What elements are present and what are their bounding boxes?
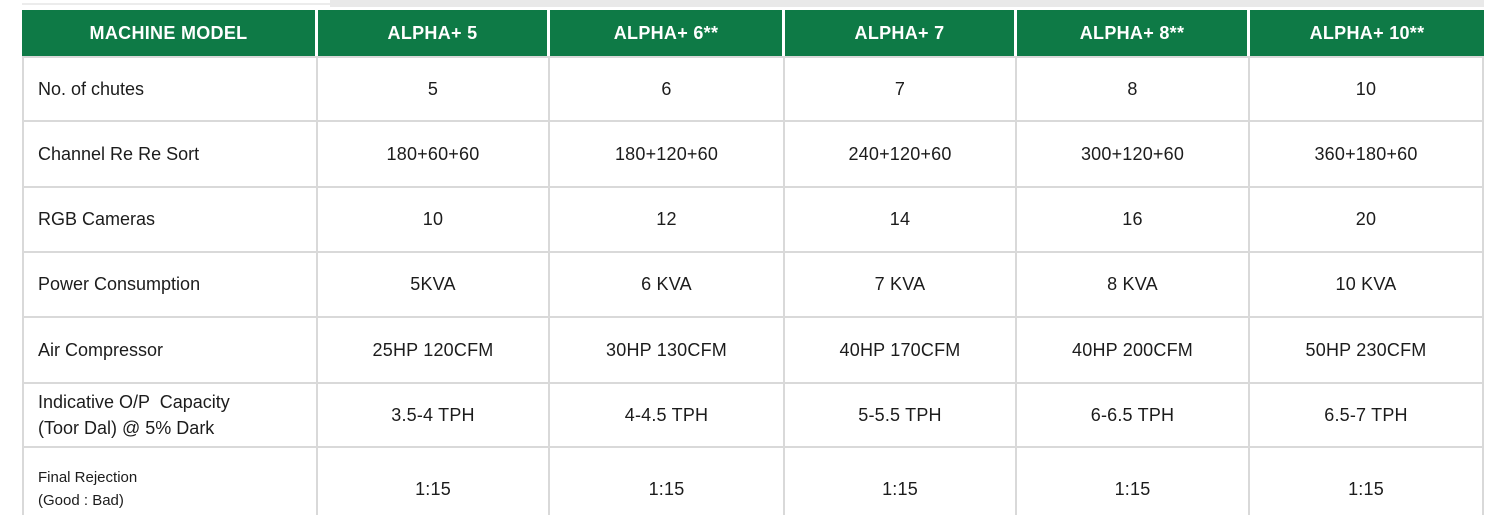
cell-power-alpha-10: 10 KVA [1250, 253, 1484, 318]
cell-cameras-alpha-6: 12 [550, 188, 785, 253]
header-cell-alpha-6: ALPHA+ 6** [550, 10, 785, 56]
cell-rejection-alpha-6: 1:15 [550, 448, 785, 515]
cell-cameras-alpha-7: 14 [785, 188, 1017, 253]
cell-chutes-alpha-6: 6 [550, 56, 785, 122]
header-cell-alpha-7: ALPHA+ 7 [785, 10, 1017, 56]
cell-power-alpha-7: 7 KVA [785, 253, 1017, 318]
machine-spec-table: MACHINE MODEL ALPHA+ 5 ALPHA+ 6** ALPHA+… [22, 10, 1484, 515]
header-cell-alpha-8: ALPHA+ 8** [1017, 10, 1250, 56]
cell-capacity-alpha-5: 3.5-4 TPH [318, 384, 550, 448]
cell-chutes-alpha-5: 5 [318, 56, 550, 122]
row-label-rgb-cameras: RGB Cameras [22, 188, 318, 253]
top-cutoff-strip [330, 0, 1484, 7]
cell-compressor-alpha-7: 40HP 170CFM [785, 318, 1017, 384]
cell-compressor-alpha-8: 40HP 200CFM [1017, 318, 1250, 384]
cell-chutes-alpha-7: 7 [785, 56, 1017, 122]
cell-channel-alpha-10: 360+180+60 [1250, 122, 1484, 188]
cell-rejection-alpha-8: 1:15 [1017, 448, 1250, 515]
cell-power-alpha-8: 8 KVA [1017, 253, 1250, 318]
cell-cameras-alpha-10: 20 [1250, 188, 1484, 253]
cell-compressor-alpha-10: 50HP 230CFM [1250, 318, 1484, 384]
cell-power-alpha-6: 6 KVA [550, 253, 785, 318]
cell-capacity-alpha-7: 5-5.5 TPH [785, 384, 1017, 448]
row-label-channel-sort: Channel Re Re Sort [22, 122, 318, 188]
header-cell-machine-model: MACHINE MODEL [22, 10, 318, 56]
cell-capacity-alpha-6: 4-4.5 TPH [550, 384, 785, 448]
cell-rejection-alpha-10: 1:15 [1250, 448, 1484, 515]
cell-compressor-alpha-5: 25HP 120CFM [318, 318, 550, 384]
cell-chutes-alpha-10: 10 [1250, 56, 1484, 122]
row-label-air-compressor: Air Compressor [22, 318, 318, 384]
cell-rejection-alpha-5: 1:15 [318, 448, 550, 515]
header-cell-alpha-5: ALPHA+ 5 [318, 10, 550, 56]
row-label-chutes: No. of chutes [22, 56, 318, 122]
cell-cameras-alpha-5: 10 [318, 188, 550, 253]
cell-rejection-alpha-7: 1:15 [785, 448, 1017, 515]
row-label-final-rejection: Final Rejection (Good : Bad) [22, 448, 318, 515]
cell-channel-alpha-5: 180+60+60 [318, 122, 550, 188]
cell-capacity-alpha-10: 6.5-7 TPH [1250, 384, 1484, 448]
header-cell-alpha-10: ALPHA+ 10** [1250, 10, 1484, 56]
cell-cameras-alpha-8: 16 [1017, 188, 1250, 253]
row-label-output-capacity: Indicative O/P Capacity (Toor Dal) @ 5% … [22, 384, 318, 448]
row-label-power: Power Consumption [22, 253, 318, 318]
cell-channel-alpha-6: 180+120+60 [550, 122, 785, 188]
cell-compressor-alpha-6: 30HP 130CFM [550, 318, 785, 384]
cell-capacity-alpha-8: 6-6.5 TPH [1017, 384, 1250, 448]
cell-channel-alpha-8: 300+120+60 [1017, 122, 1250, 188]
top-cutoff-line [22, 3, 330, 5]
cell-chutes-alpha-8: 8 [1017, 56, 1250, 122]
cell-channel-alpha-7: 240+120+60 [785, 122, 1017, 188]
cell-power-alpha-5: 5KVA [318, 253, 550, 318]
